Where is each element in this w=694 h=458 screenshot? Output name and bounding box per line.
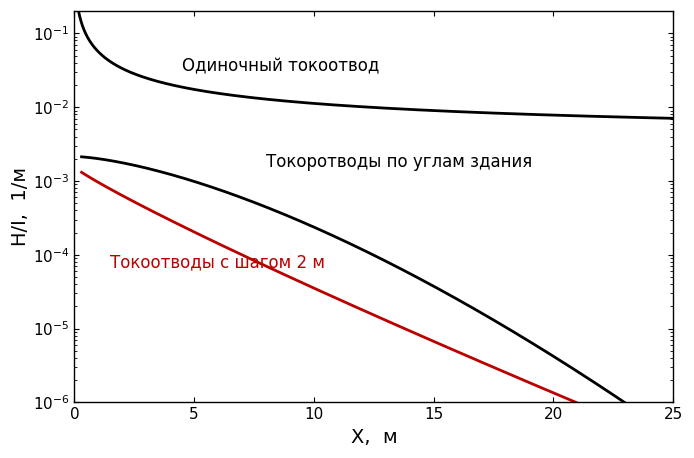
Text: Токоротводы по углам здания: Токоротводы по углам здания (266, 153, 532, 171)
Text: Одиночный токоотвод: Одиночный токоотвод (183, 57, 380, 75)
X-axis label: X,  м: X, м (350, 428, 397, 447)
Y-axis label: H/I,  1/м: H/I, 1/м (11, 167, 30, 246)
Text: Токоотводы с шагом 2 м: Токоотводы с шагом 2 м (110, 253, 325, 271)
